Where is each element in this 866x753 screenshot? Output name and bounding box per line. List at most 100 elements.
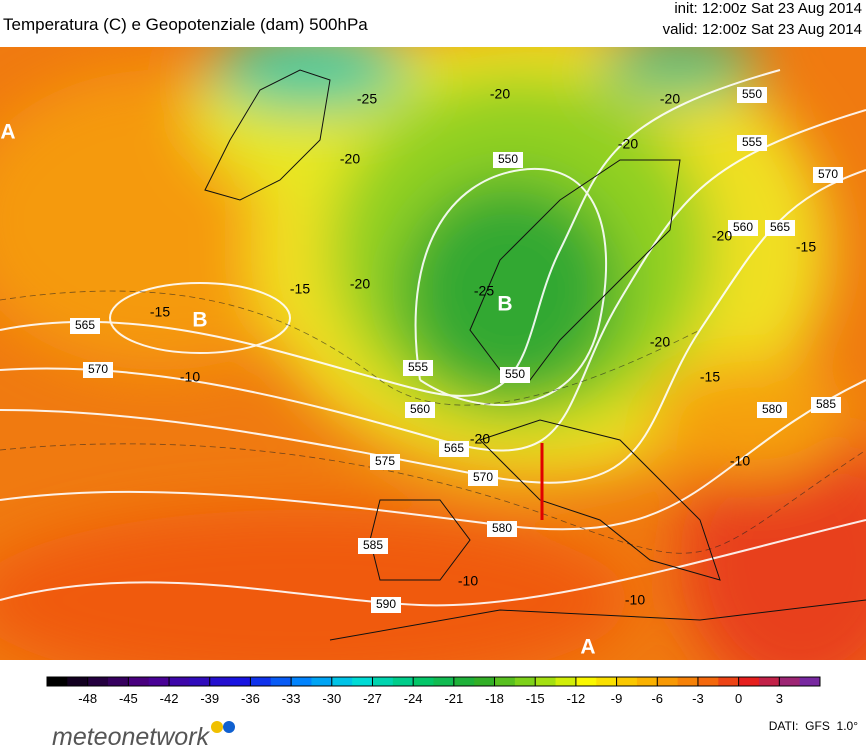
colorbar-swatch <box>636 677 658 686</box>
label-box <box>358 538 388 554</box>
colorbar-swatch <box>799 677 821 686</box>
colorbar-label: -33 <box>282 691 301 706</box>
colorbar-label: -24 <box>404 691 423 706</box>
label-box <box>500 367 530 383</box>
colorbar-swatch <box>514 677 536 686</box>
label-box <box>403 360 433 376</box>
colorbar-swatch <box>108 677 129 686</box>
geopotential-label: 560 <box>410 402 430 416</box>
pressure-center: A <box>580 636 595 659</box>
colorbar-swatch <box>128 677 150 686</box>
geopotential-label: 580 <box>492 521 512 535</box>
colorbar-label: -9 <box>611 691 623 706</box>
temperature-label: -15 <box>796 239 816 255</box>
geopotential-label: 570 <box>88 362 108 376</box>
temperature-label: -10 <box>458 573 478 589</box>
colorbar-swatch <box>352 677 373 686</box>
colorbar-swatch <box>596 677 618 686</box>
label-box <box>439 441 469 457</box>
colorbar-label: 0 <box>735 691 742 706</box>
temperature-label: -15 <box>700 369 720 385</box>
label-box <box>487 521 517 537</box>
colorbar-swatch <box>230 677 251 686</box>
label-box <box>70 318 100 334</box>
colorbar-label: -42 <box>160 691 179 706</box>
colorbar-swatch <box>657 677 679 686</box>
colorbar-swatch <box>677 677 699 686</box>
temperature-label: -25 <box>474 283 494 299</box>
colorbar-label: -30 <box>322 691 341 706</box>
colorbar-swatch <box>87 677 109 686</box>
colorbar-swatch <box>169 677 190 686</box>
colorbar-swatch <box>575 677 597 686</box>
temperature-label: -20 <box>650 334 670 350</box>
colorbar-swatch <box>291 677 312 686</box>
label-box <box>728 220 758 236</box>
colorbar-label: -12 <box>566 691 585 706</box>
geopotential-label: 585 <box>816 397 836 411</box>
colorbar-swatch <box>779 677 801 686</box>
colorbar-swatch <box>148 677 170 686</box>
map: A B B A 565 570 575 570 580 585 590 565 560 555 550 550… <box>0 47 866 660</box>
label-box <box>737 135 767 151</box>
geopotential-label: 550 <box>498 152 518 166</box>
pressure-center: B <box>497 293 512 316</box>
colorbar-label: -39 <box>200 691 219 706</box>
temperature-label: -25 <box>357 91 377 107</box>
temperature-label: -20 <box>712 228 732 244</box>
temperature-label: -20 <box>470 431 490 447</box>
geopotential-label: 560 <box>733 220 753 234</box>
label-box <box>468 470 498 486</box>
colorbar-swatch <box>331 677 353 686</box>
label-box <box>811 397 841 413</box>
colorbar-label: -48 <box>78 691 97 706</box>
temperature-label: -20 <box>340 151 360 167</box>
colorbar-swatch <box>433 677 455 686</box>
colorbar-label: -21 <box>444 691 463 706</box>
colorbar-label: -3 <box>692 691 704 706</box>
label-box <box>813 167 843 183</box>
colorbar-swatch <box>209 677 231 686</box>
colorbar-label: 3 <box>776 691 783 706</box>
temperature-label: -15 <box>150 304 170 320</box>
colorbar-label: -36 <box>241 691 260 706</box>
colorbar-label: -18 <box>485 691 504 706</box>
temperature-label: -20 <box>618 136 638 152</box>
geopotential-label: 570 <box>818 167 838 181</box>
colorbar-label: -27 <box>363 691 382 706</box>
label-box <box>765 220 795 236</box>
brand: meteonetwork <box>52 723 211 748</box>
label-box <box>493 152 523 168</box>
colorbar-swatch <box>392 677 414 686</box>
colorbar-swatch <box>67 677 89 686</box>
colorbar-swatch <box>535 677 557 686</box>
colorbar-swatch <box>453 677 475 686</box>
colorbar-swatch <box>718 677 740 686</box>
geopotential-label: 565 <box>444 441 464 455</box>
init-time: init: 12:00z Sat 23 Aug 2014 <box>674 0 862 17</box>
colorbar-swatch <box>616 677 638 686</box>
colorbar-label: -45 <box>119 691 138 706</box>
colorbar-swatch <box>758 677 780 686</box>
geopotential-label: 575 <box>375 454 395 468</box>
colorbar-swatch <box>372 677 394 686</box>
label-box <box>757 402 787 418</box>
geopotential-label: 590 <box>376 597 396 611</box>
data-source: DATI: GFS 1.0° <box>769 719 858 733</box>
pressure-center: B <box>192 309 207 332</box>
temperature-label: -10 <box>180 369 200 385</box>
geopotential-label: 550 <box>505 367 525 381</box>
valid-time: valid: 12:00z Sat 23 Aug 2014 <box>663 21 862 38</box>
colorbar: -48 -45 -42 -39 -36 -33 -30 -27 -24 -21 -18 -15 -12-… <box>46 676 821 706</box>
geopotential-label: 555 <box>742 135 762 149</box>
temperature-label: -20 <box>490 86 510 102</box>
geopotential-label: 585 <box>363 538 383 552</box>
temperature-label: -15 <box>290 281 310 297</box>
geopotential-label: 550 <box>742 87 762 101</box>
geopotential-label: 570 <box>473 470 493 484</box>
temperature-label: -20 <box>660 91 680 107</box>
colorbar-label: -15 <box>526 691 545 706</box>
title: Temperatura (C) e Geopotenziale (dam) 50… <box>3 15 368 34</box>
label-box <box>371 597 401 613</box>
colorbar-label: -6 <box>651 691 663 706</box>
